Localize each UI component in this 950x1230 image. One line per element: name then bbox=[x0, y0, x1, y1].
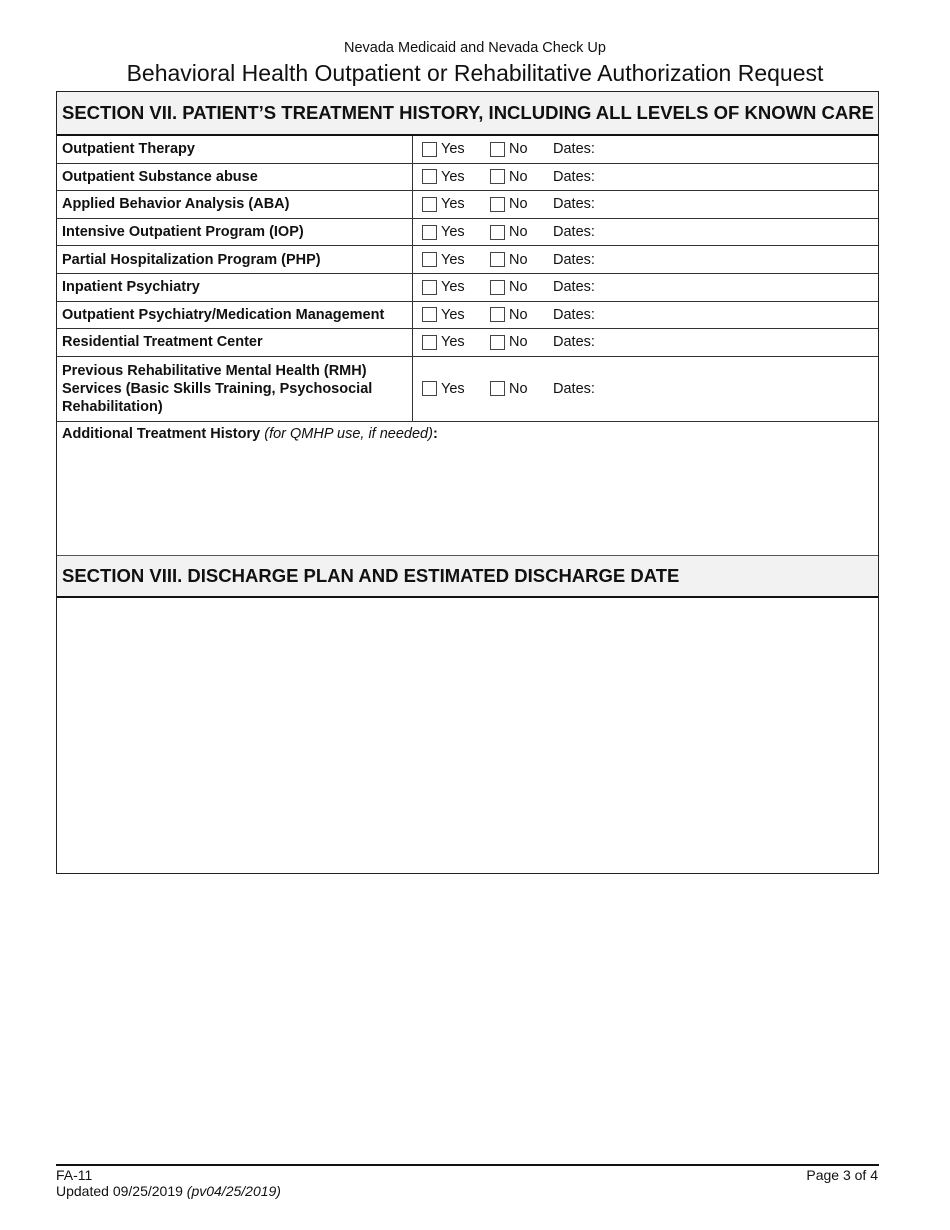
treatment-label: Intensive Outpatient Program (IOP) bbox=[57, 218, 413, 246]
no-option[interactable]: No bbox=[490, 334, 553, 350]
treatment-row: Partial Hospitalization Program (PHP) Ye… bbox=[57, 246, 878, 274]
no-label: No bbox=[509, 279, 528, 296]
yes-label: Yes bbox=[441, 251, 465, 268]
dates-field[interactable]: Dates: bbox=[553, 196, 595, 213]
yes-option[interactable]: Yes bbox=[422, 196, 490, 212]
form-title: Behavioral Health Outpatient or Rehabili… bbox=[126, 60, 824, 86]
no-label: No bbox=[509, 251, 528, 268]
treatment-row: Inpatient Psychiatry Yes No Dates: bbox=[57, 274, 878, 302]
yes-checkbox[interactable] bbox=[422, 224, 437, 240]
no-checkbox[interactable] bbox=[490, 196, 505, 212]
treatment-row: Intensive Outpatient Program (IOP) Yes N… bbox=[57, 218, 878, 247]
dates-field[interactable]: Dates: bbox=[553, 141, 595, 158]
no-checkbox[interactable] bbox=[490, 279, 505, 295]
yes-label: Yes bbox=[441, 334, 465, 351]
yes-option[interactable]: Yes bbox=[422, 381, 490, 397]
yes-label: Yes bbox=[441, 306, 465, 323]
treatment-label: Partial Hospitalization Program (PHP) bbox=[57, 246, 413, 273]
yes-option[interactable]: Yes bbox=[422, 252, 490, 268]
yes-label: Yes bbox=[441, 380, 465, 397]
no-label: No bbox=[509, 196, 528, 213]
additional-note: (for QMHP use, if needed) bbox=[264, 426, 433, 442]
updated-date: Updated 09/25/2019 bbox=[56, 1183, 183, 1199]
yes-checkbox[interactable] bbox=[422, 252, 437, 268]
no-checkbox[interactable] bbox=[490, 252, 505, 268]
no-label: No bbox=[509, 141, 528, 158]
yes-option[interactable]: Yes bbox=[422, 307, 490, 323]
treatment-label: Previous Rehabilitative Mental Health (R… bbox=[57, 356, 413, 421]
dates-field[interactable]: Dates: bbox=[553, 279, 595, 296]
treatment-label: Outpatient Therapy bbox=[57, 136, 413, 163]
treatment-row: Outpatient Substance abuse Yes No Dates: bbox=[57, 163, 878, 192]
treatment-label: Applied Behavior Analysis (ABA) bbox=[57, 191, 413, 218]
yes-label: Yes bbox=[441, 141, 465, 158]
no-option[interactable]: No bbox=[490, 307, 553, 323]
treatment-row: Applied Behavior Analysis (ABA) Yes No D… bbox=[57, 191, 878, 219]
no-option[interactable]: No bbox=[490, 141, 553, 157]
treatment-label: Residential Treatment Center bbox=[57, 329, 413, 356]
no-checkbox[interactable] bbox=[490, 169, 505, 185]
pv-date: (pv04/25/2019) bbox=[186, 1183, 281, 1199]
yes-label: Yes bbox=[441, 168, 465, 185]
form-body: SECTION VII. PATIENT’S TREATMENT HISTORY… bbox=[56, 91, 879, 874]
form-id: FA-11 bbox=[56, 1167, 93, 1183]
yes-option[interactable]: Yes bbox=[422, 334, 490, 350]
discharge-plan-field[interactable] bbox=[57, 598, 878, 873]
section-8-header: SECTION VIII. DISCHARGE PLAN AND ESTIMAT… bbox=[57, 556, 878, 598]
no-option[interactable]: No bbox=[490, 169, 553, 185]
yes-checkbox[interactable] bbox=[422, 381, 437, 397]
page-number: Page 3 of 4 bbox=[806, 1167, 878, 1183]
yes-option[interactable]: Yes bbox=[422, 141, 490, 157]
dates-field[interactable]: Dates: bbox=[553, 334, 595, 351]
dates-field[interactable]: Dates: bbox=[553, 380, 595, 397]
treatment-row: Outpatient Therapy Yes No Dates: bbox=[57, 136, 878, 164]
no-option[interactable]: No bbox=[490, 224, 553, 240]
no-label: No bbox=[509, 306, 528, 323]
yes-checkbox[interactable] bbox=[422, 279, 437, 295]
yes-checkbox[interactable] bbox=[422, 141, 437, 157]
no-option[interactable]: No bbox=[490, 279, 553, 295]
no-checkbox[interactable] bbox=[490, 381, 505, 397]
yes-label: Yes bbox=[441, 224, 465, 241]
no-option[interactable]: No bbox=[490, 381, 553, 397]
no-option[interactable]: No bbox=[490, 196, 553, 212]
yes-checkbox[interactable] bbox=[422, 169, 437, 185]
no-checkbox[interactable] bbox=[490, 224, 505, 240]
no-label: No bbox=[509, 380, 528, 397]
yes-checkbox[interactable] bbox=[422, 196, 437, 212]
no-checkbox[interactable] bbox=[490, 307, 505, 323]
additional-colon: : bbox=[432, 426, 438, 442]
additional-treatment-history-field[interactable]: Additional Treatment History (for QMHP u… bbox=[57, 421, 878, 556]
additional-label: Additional Treatment History bbox=[62, 426, 261, 442]
no-label: No bbox=[509, 224, 528, 241]
dates-field[interactable]: Dates: bbox=[553, 224, 595, 241]
yes-label: Yes bbox=[441, 279, 465, 296]
treatment-label: Outpatient Substance abuse bbox=[57, 163, 413, 191]
treatment-row: Outpatient Psychiatry/Medication Managem… bbox=[57, 301, 878, 330]
yes-option[interactable]: Yes bbox=[422, 279, 490, 295]
form-subtitle: Nevada Medicaid and Nevada Check Up bbox=[344, 40, 606, 56]
yes-label: Yes bbox=[441, 196, 465, 213]
no-label: No bbox=[509, 334, 528, 351]
no-option[interactable]: No bbox=[490, 252, 553, 268]
dates-field[interactable]: Dates: bbox=[553, 168, 595, 185]
yes-checkbox[interactable] bbox=[422, 334, 437, 350]
dates-field[interactable]: Dates: bbox=[553, 306, 595, 323]
no-checkbox[interactable] bbox=[490, 141, 505, 157]
section-7-header: SECTION VII. PATIENT’S TREATMENT HISTORY… bbox=[57, 92, 878, 136]
treatment-row: Previous Rehabilitative Mental Health (R… bbox=[57, 356, 878, 422]
yes-option[interactable]: Yes bbox=[422, 169, 490, 185]
yes-option[interactable]: Yes bbox=[422, 224, 490, 240]
dates-field[interactable]: Dates: bbox=[553, 251, 595, 268]
treatment-label: Inpatient Psychiatry bbox=[57, 274, 413, 301]
no-checkbox[interactable] bbox=[490, 334, 505, 350]
no-label: No bbox=[509, 168, 528, 185]
treatment-label: Outpatient Psychiatry/Medication Managem… bbox=[57, 301, 413, 329]
footer-divider bbox=[56, 1164, 879, 1166]
yes-checkbox[interactable] bbox=[422, 307, 437, 323]
treatment-row: Residential Treatment Center Yes No Date… bbox=[57, 329, 878, 357]
